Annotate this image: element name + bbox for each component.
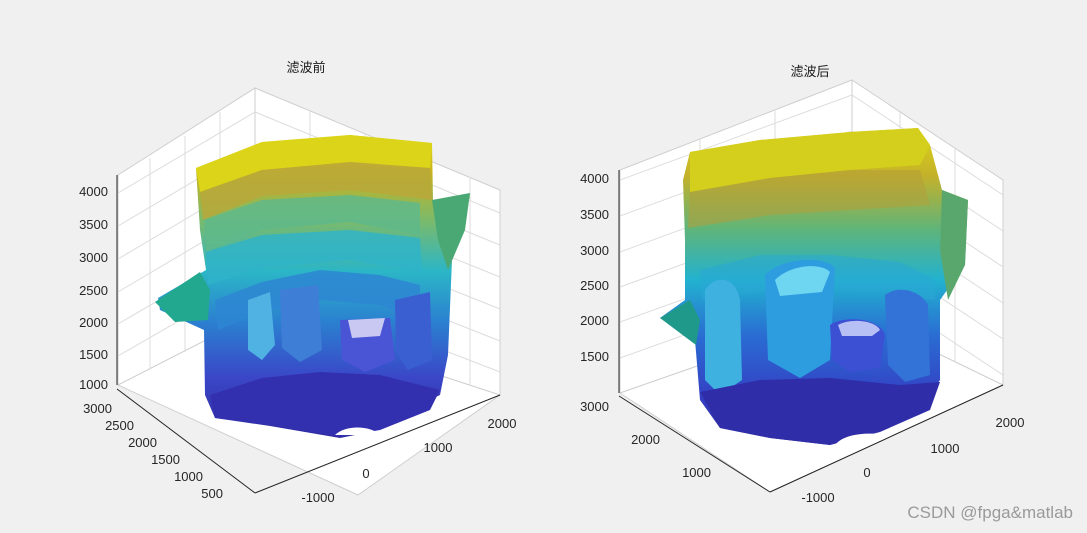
y-tick: 1500: [151, 452, 180, 467]
y-tick: 3000: [83, 401, 112, 416]
chart-title-after: 滤波后: [790, 65, 829, 80]
z-tick: 4000: [580, 171, 609, 186]
axes-before: 4000 3500 3000 2500 2000 1500 1000 3000 …: [79, 60, 516, 505]
y-tick: 500: [201, 486, 223, 501]
z-tick: 1500: [79, 347, 108, 362]
surface-before: [155, 135, 470, 438]
axis-lines: [116, 175, 501, 494]
x-tick: -1000: [801, 490, 834, 505]
y-tick: 3000: [580, 399, 609, 414]
y-tick: 1000: [682, 465, 711, 480]
z-tick: 2500: [580, 278, 609, 293]
x-tick: 0: [863, 465, 870, 480]
z-tick: 1500: [580, 349, 609, 364]
x-tick: -1000: [301, 490, 334, 505]
z-tick: 3500: [79, 217, 108, 232]
y-ticks-after: 3000 2000 1000: [580, 399, 711, 480]
chart-title-before: 滤波前: [286, 60, 325, 76]
z-tick: 3000: [580, 243, 609, 258]
x-ticks-after: -1000 0 1000 2000: [801, 415, 1024, 505]
z-tick: 2000: [79, 315, 108, 330]
z-tick: 4000: [79, 184, 108, 199]
y-tick: 1000: [174, 469, 203, 484]
x-tick: 2000: [488, 416, 517, 431]
y-tick: 2000: [128, 435, 157, 450]
y-ticks-before: 3000 2500 2000 1500 1000 500: [83, 401, 223, 501]
x-tick: 2000: [996, 415, 1025, 430]
x-tick: 1000: [931, 441, 960, 456]
surface-after: [660, 128, 968, 445]
x-tick: 1000: [424, 440, 453, 455]
z-tick: 2500: [79, 283, 108, 298]
x-tick: 0: [362, 466, 369, 481]
y-tick: 2000: [631, 432, 660, 447]
z-ticks-after: 4000 3500 3000 2500 2000 1500: [580, 171, 609, 364]
z-tick: 2000: [580, 313, 609, 328]
axis-lines: [618, 170, 1004, 493]
y-tick: 2500: [105, 418, 134, 433]
x-ticks-before: -1000 0 1000 2000: [301, 416, 516, 505]
z-ticks-before: 4000 3500 3000 2500 2000 1500 1000: [79, 184, 108, 392]
watermark-text: CSDN @fpga&matlab: [907, 503, 1073, 522]
z-tick: 1000: [79, 377, 108, 392]
axes-after: 4000 3500 3000 2500 2000 1500 3000 2000 …: [580, 65, 1024, 505]
z-tick: 3500: [580, 207, 609, 222]
z-tick: 3000: [79, 250, 108, 265]
